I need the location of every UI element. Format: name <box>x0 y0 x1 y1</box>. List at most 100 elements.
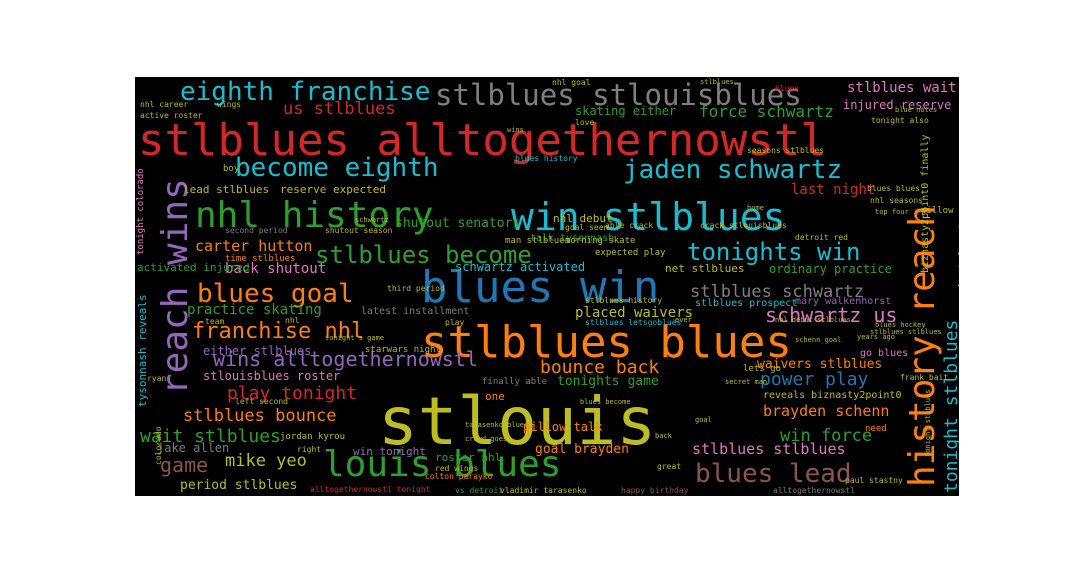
word-talk-tysonnash: talk tysonnash <box>530 233 615 244</box>
word-stlblues-wait: stlblues wait <box>847 80 957 96</box>
word-win-tonight: win tonight <box>353 445 426 458</box>
word-reveals-biznasty2point0: reveals biznasty2point0 <box>763 390 902 401</box>
word-jordan-kyrou: jordan kyrou <box>280 432 346 442</box>
word-tonight-stlblues-small: tonight stlblues <box>924 389 932 457</box>
word-love: love <box>575 118 595 127</box>
word-colorado: colorado <box>154 426 163 465</box>
word-starwars-night: starwars night <box>365 345 441 355</box>
word-finally-able: finally able <box>482 377 548 387</box>
word-ryan: ryan <box>147 374 167 383</box>
word-power-play: power play <box>760 369 869 390</box>
word-schwartz-small: schwartz <box>355 216 389 224</box>
word-tysonnash-reveals: tysonnash reveals <box>136 294 149 407</box>
word-stlouisblues-roster: stlouisblues roster <box>203 369 341 383</box>
word-wings-small: wings <box>217 100 242 109</box>
word-frank-bait: frank bait <box>900 373 949 382</box>
word-goal-brayden: goal brayden <box>535 442 629 457</box>
word-brayden-schenn: brayden schenn <box>763 402 890 420</box>
word-blue-notes: blue notes <box>895 106 938 114</box>
word-reserve-expected: reserve expected <box>280 183 386 196</box>
word-franchise-nhl: franchise nhl <box>192 319 365 344</box>
word-stlblues-blues: stlblues blues <box>421 317 792 368</box>
word-alltogethernowstl-tonight: alltogethernowstl tonight <box>310 485 431 494</box>
word-blues-goal: blues goal <box>197 279 354 309</box>
word-paul-stastny: paul stastny <box>845 476 903 485</box>
word-play-tonight: play tonight <box>227 383 358 404</box>
word-stlblues-schwartz: stlblues schwartz <box>690 282 864 302</box>
word-pillow-talk: pillow talk <box>523 420 603 434</box>
word-us-stlblues: us stlblues <box>283 99 396 119</box>
word-activated-injured: activated injured <box>137 261 250 274</box>
word-waivers-stlblues: waivers stlblues <box>757 357 883 372</box>
word-play-small: play <box>445 318 465 327</box>
word-blues-win: blues win <box>421 262 660 313</box>
word-third-period: third period <box>387 284 445 293</box>
word-bounce-back: bounce back <box>540 357 660 378</box>
word-nhl-history: nhl history <box>195 195 434 236</box>
word-vs-detroit: vs detroit <box>455 486 504 495</box>
word-wins-alltogethernowstl: wins alltogethernowstl <box>213 347 478 371</box>
word-years-ago: years ago <box>857 333 895 341</box>
word-detroit-red: detroit red <box>795 233 848 242</box>
word-stlblues-tiny: stlblues <box>700 78 734 86</box>
word-jaden-schwartz: jaden schwartz <box>623 155 843 185</box>
word-reach-wins: reach wins <box>155 178 196 395</box>
word-stlblues-stlblues-small: stlblues stlblues <box>870 328 942 336</box>
word-tonights-win: tonights win <box>687 238 861 266</box>
word-stlblues-history-small: stlblues history <box>585 296 663 305</box>
word-cloud: stlouis stlblues alltogethernowstl stlbl… <box>135 77 959 496</box>
word-nhl-seasons: nhl seasons <box>870 196 923 205</box>
word-carter-hutton: carter hutton <box>195 237 313 255</box>
word-stlouis: stlouis <box>378 383 657 460</box>
word-injured-reserve: injured reserve <box>843 98 952 112</box>
word-ordinary-practice: ordinary practice <box>769 262 892 276</box>
word-go-blues: go blues <box>860 348 909 359</box>
word-period-stlblues: period stlblues <box>180 478 298 493</box>
word-lead-stlblues: lead stlblues <box>183 183 270 196</box>
word-secret-man: secret man <box>725 378 768 386</box>
word-time-stlblues: time stlblues <box>225 254 296 264</box>
word-skating-either: skating either <box>575 104 677 118</box>
word-home: home <box>747 204 764 212</box>
word-game: game <box>160 453 209 477</box>
word-goal-small: goal <box>695 416 712 424</box>
word-win-force: win force <box>780 426 873 446</box>
word-active-roster: active roster <box>140 111 203 120</box>
word-either-stlblues: either stlblues <box>203 344 312 358</box>
word-net-stlblues: net stlblues <box>665 262 745 275</box>
word-stlblues-bounce: stlblues bounce <box>183 406 337 426</box>
word-nhl-debut: nhl debut <box>553 212 613 225</box>
word-need: need <box>865 424 887 434</box>
word-nhl-debut-stlblues: nhl debut stlblues <box>775 316 851 324</box>
word-crowd-goes: crowd goes <box>465 435 508 443</box>
word-instalment: instalment <box>956 222 959 289</box>
word-schenn-goal: schenn goal <box>795 336 842 344</box>
word-blues-blues: blues blues <box>867 184 920 193</box>
word-expected-play: expected play <box>595 248 666 258</box>
word-last-night: last night <box>791 182 876 198</box>
word-shutout-season: shutout season <box>325 226 393 235</box>
word-stlblues-stlblues: stlblues stlblues <box>692 440 846 458</box>
word-jake-allen: jake allen <box>157 441 230 455</box>
word-force-schwartz: force schwartz <box>699 102 834 121</box>
word-red-wings: red wings <box>435 464 479 473</box>
word-stlblues-prospect: stlblues prospect <box>695 298 798 309</box>
word-crack-stlouisblues: crack stlouisblues <box>700 221 787 230</box>
word-seasons-stlblues: seasons stlblues <box>747 146 825 155</box>
word-tonights-game: tonights game <box>557 374 659 389</box>
word-nhl-small: nhl <box>285 316 300 325</box>
word-practice-skating: practice skating <box>187 302 322 318</box>
word-left-second: left second <box>235 397 288 406</box>
word-schwartz-activated: schwartz activated <box>455 260 586 274</box>
word-tonights-game-small: tonight's game <box>325 334 385 342</box>
word-schwartz-us: schwartz us <box>765 303 898 327</box>
word-ever: ever <box>675 316 692 324</box>
word-alltogethernowstl-small: alltogethernowstl <box>773 486 855 495</box>
word-tonight-also: tonight also <box>871 116 929 125</box>
word-blues-small: blues <box>775 84 800 93</box>
word-wait-stlblues: wait stlblues <box>140 426 281 447</box>
word-mike-yeo: mike yeo <box>225 451 307 471</box>
word-stlblues-alltogethernowstl: stlblues alltogethernowstl <box>138 115 827 166</box>
word-stlblues-become: stlblues become <box>315 241 532 269</box>
word-great: great <box>657 462 682 471</box>
